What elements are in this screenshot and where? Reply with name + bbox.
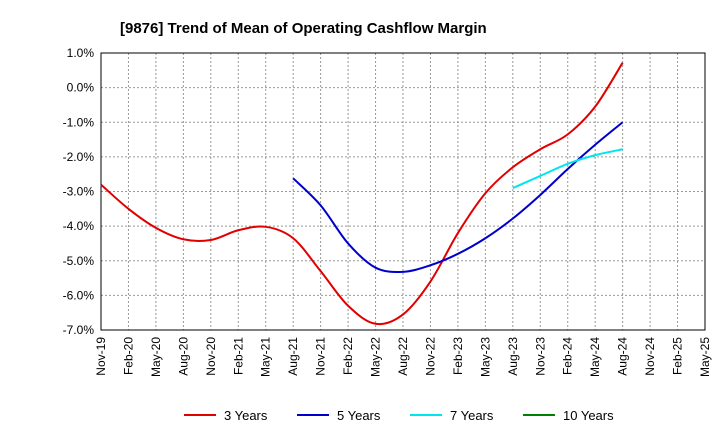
legend-label-10-years: 10 Years xyxy=(563,408,614,423)
x-tick-label: Aug-20 xyxy=(176,337,190,376)
y-tick-label: -3.0% xyxy=(63,185,95,199)
x-tick-label: May-24 xyxy=(588,337,602,377)
chart-title: [9876] Trend of Mean of Operating Cashfl… xyxy=(120,20,487,37)
y-tick-label: -6.0% xyxy=(63,288,95,302)
x-tick-label: May-20 xyxy=(149,337,163,377)
x-tick-label: Nov-22 xyxy=(423,337,437,376)
gridlines xyxy=(100,52,706,331)
legend: 3 Years 5 Years 7 Years 10 Years xyxy=(184,408,614,423)
x-tick-label: Nov-24 xyxy=(643,337,657,376)
legend-label-7-years: 7 Years xyxy=(450,408,494,423)
legend-label-5-years: 5 Years xyxy=(337,408,381,423)
y-tick-label: -5.0% xyxy=(63,254,95,268)
y-tick-label: -2.0% xyxy=(63,150,95,164)
y-tick-label: -4.0% xyxy=(63,219,95,233)
x-tick-label: Feb-24 xyxy=(561,337,575,375)
y-tick-label: 0.0% xyxy=(67,81,95,95)
x-tick-label: Aug-23 xyxy=(506,337,520,376)
x-tick-label: Nov-19 xyxy=(94,337,108,376)
x-tick-label: Feb-20 xyxy=(121,337,135,375)
x-tick-label: May-23 xyxy=(478,337,492,377)
x-tick-label: Feb-25 xyxy=(671,337,685,375)
x-tick-label: Feb-22 xyxy=(341,337,355,375)
x-tick-label: Nov-20 xyxy=(204,337,218,376)
x-tick-label: Nov-23 xyxy=(533,337,547,376)
y-axis-ticks: 1.0% 0.0% -1.0% -2.0% -3.0% -4.0% -5.0% -6.0% -7… xyxy=(63,46,95,337)
x-tick-label: May-25 xyxy=(698,337,712,377)
series-line-5-years xyxy=(292,121,624,274)
y-tick-label: 1.0% xyxy=(67,46,95,60)
series-line-3-years xyxy=(100,62,624,326)
series-line-7-years xyxy=(512,148,623,189)
legend-label-3-years: 3 Years xyxy=(224,408,268,423)
y-tick-label: -7.0% xyxy=(63,323,95,337)
y-tick-label: -1.0% xyxy=(63,115,95,129)
x-tick-label: Aug-22 xyxy=(396,337,410,376)
series-lines xyxy=(100,62,624,326)
x-tick-label: Nov-21 xyxy=(314,337,328,376)
x-tick-label: Aug-21 xyxy=(286,337,300,376)
x-tick-label: Aug-24 xyxy=(616,337,630,376)
x-tick-label: Feb-21 xyxy=(231,337,245,375)
plot-border xyxy=(100,52,706,331)
x-tick-label: May-21 xyxy=(259,337,273,377)
x-tick-label: Feb-23 xyxy=(451,337,465,375)
x-axis-ticks: Nov-19 Feb-20 May-20 Aug-20 Nov-20 Feb-21 May-… xyxy=(94,337,712,377)
x-tick-label: May-22 xyxy=(369,337,383,377)
